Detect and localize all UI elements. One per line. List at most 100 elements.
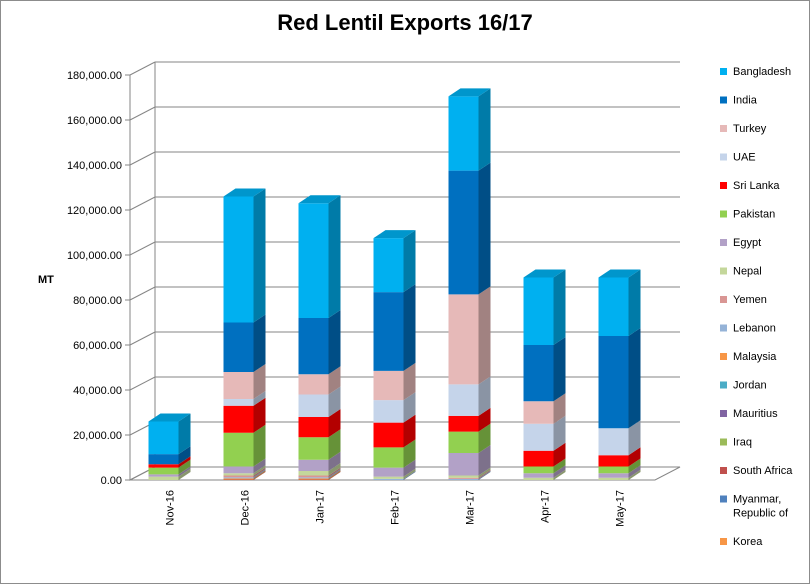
legend-label: Pakistan [733, 209, 775, 221]
bar-top [523, 269, 566, 278]
bar-segment [223, 432, 254, 467]
bar-stack [598, 269, 641, 480]
bar-segment-side [553, 465, 566, 478]
legend-item: UAE [720, 152, 756, 164]
legend-label: Sri Lanka [733, 180, 780, 192]
bar-segment-side [328, 451, 341, 471]
bar-segment-side [403, 470, 416, 480]
legend-item: Mauritius [720, 408, 778, 420]
bar-segment-side [553, 393, 566, 424]
bar-segment-side [253, 470, 266, 480]
bar-segment-side [328, 310, 341, 375]
x-tick-label: Mar-17 [465, 490, 477, 525]
bar-segment-side [253, 364, 266, 399]
bar-segment [448, 453, 479, 476]
bar-segment-side [178, 413, 191, 455]
bar-segment-side [253, 469, 266, 479]
bar-segment [523, 277, 554, 345]
bar-segment [373, 478, 404, 480]
bar-segment [298, 374, 329, 395]
bar-top [148, 413, 191, 422]
bar-segment-side [628, 447, 641, 467]
bar-segment-side [328, 467, 341, 478]
legend-item: Myanmar, Republic of [720, 494, 789, 520]
bar-segment [223, 478, 254, 480]
legend-item: Pakistan [720, 209, 775, 221]
bar-segment-side [553, 442, 566, 467]
bar-segment-side [478, 467, 491, 478]
legend-swatch [720, 438, 727, 446]
x-tick-label: Feb-17 [390, 490, 402, 525]
side-wall [129, 62, 156, 481]
bar-segment [448, 478, 479, 480]
bar-stack [223, 188, 266, 480]
legend-swatch [720, 381, 727, 389]
legend-label: Nepal [733, 266, 762, 278]
bar-stack [373, 230, 416, 480]
bar-segment-side [553, 337, 566, 402]
gridline-diag [129, 106, 156, 121]
bar-segment [223, 475, 254, 478]
bar-segment [298, 203, 329, 318]
bar-segment [223, 399, 254, 406]
bar-segment [298, 437, 329, 460]
bar-segment [223, 477, 254, 479]
legend-swatch [720, 353, 727, 360]
bars [148, 88, 641, 480]
bar-segment-side [403, 362, 416, 401]
y-tick-label: 180,000.00 [67, 70, 122, 82]
bar-segment [298, 471, 329, 476]
legend-label: Yemen [733, 294, 767, 306]
bar-segment-side [178, 459, 191, 475]
bar-segment [598, 336, 629, 429]
bar-top [373, 230, 416, 239]
y-tick-label: 140,000.00 [67, 160, 122, 172]
bar-segment-side [553, 469, 566, 480]
bar-segment [223, 466, 254, 474]
legend-label: Mauritius [733, 408, 778, 420]
bar-segment [598, 477, 629, 480]
legend-item: India [720, 95, 758, 107]
chart-title: Red Lentil Exports 16/17 [277, 10, 533, 35]
legend-swatch [720, 68, 727, 75]
legend-swatch [720, 324, 727, 332]
y-tick-label: 100,000.00 [67, 250, 122, 262]
legend-label: India [733, 95, 758, 107]
bar-segment-side [628, 420, 641, 456]
x-tick-label: Apr-17 [540, 490, 552, 523]
bar-segment [598, 428, 629, 456]
bar-segment [523, 473, 554, 478]
bar-segment [373, 422, 404, 448]
bar-segment [598, 277, 629, 336]
bar-segment [373, 400, 404, 423]
bar-segment [298, 394, 329, 417]
bar-segment-side [403, 284, 416, 371]
bar-segment-side [253, 397, 266, 433]
bar-segment [373, 447, 404, 468]
bar-segment [148, 421, 179, 455]
bar-segment-side [328, 429, 341, 460]
legend-label: Turkey [733, 123, 767, 135]
bar-segment [223, 196, 254, 323]
bar-segment-side [553, 458, 566, 474]
y-tick-label: 120,000.00 [67, 205, 122, 217]
legend-label: Korea [733, 536, 763, 548]
bar-segment-side [628, 458, 641, 474]
x-tick-label: May-17 [615, 490, 627, 527]
legend-item: Lebanon [720, 323, 776, 335]
bar-top [598, 269, 641, 278]
bar-segment [223, 372, 254, 399]
bar-top [223, 188, 266, 197]
bar-segment [148, 464, 179, 468]
x-tick-label: Dec-16 [240, 490, 252, 525]
bar-segment-side [478, 445, 491, 476]
bar-segment-side [403, 414, 416, 448]
bar-segment [373, 292, 404, 371]
gridline-diag [129, 151, 156, 166]
legend-swatch [720, 296, 727, 303]
legend-label: Bangladesh [733, 66, 791, 78]
bar-segment-side [628, 269, 641, 336]
bar-segment [298, 475, 329, 478]
bar-segment [598, 473, 629, 478]
bar-segment-side [478, 286, 491, 385]
